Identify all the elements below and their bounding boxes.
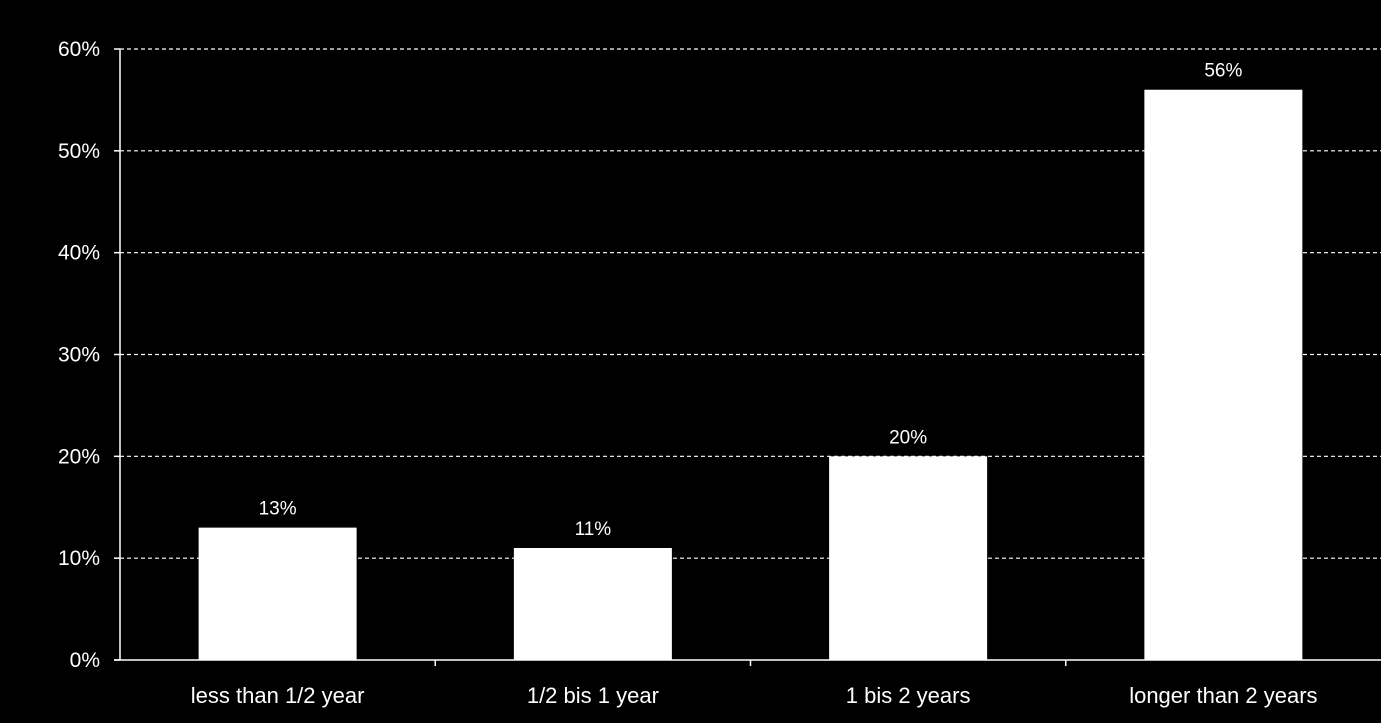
data-labels: 13% 11% 20% 56% (259, 61, 1243, 540)
y-tick-label: 10% (58, 547, 100, 570)
x-tick-label: longer than 2 years (1129, 683, 1317, 708)
x-tick-label: 1/2 bis 1 year (527, 683, 659, 708)
x-tick-label: less than 1/2 year (191, 683, 365, 708)
bar (513, 547, 672, 660)
bars (198, 89, 1303, 660)
y-tick-label: 60% (58, 38, 100, 61)
bar (198, 527, 357, 660)
y-tick-label: 0% (70, 649, 100, 672)
y-tick-labels: 0% 10% 20% 30% 40% 50% 60% (58, 38, 100, 672)
y-tick-label: 30% (58, 344, 100, 367)
axes (114, 48, 1381, 666)
y-tick-label: 20% (58, 445, 100, 468)
bar (1144, 89, 1303, 660)
y-tick-label: 50% (58, 140, 100, 163)
data-label: 11% (575, 519, 612, 540)
x-tick-labels: less than 1/2 year 1/2 bis 1 year 1 bis 2 … (191, 683, 1318, 708)
data-label: 20% (889, 427, 927, 448)
x-tick-label: 1 bis 2 years (846, 683, 971, 708)
data-label: 13% (259, 499, 297, 520)
bar (829, 456, 988, 660)
data-label: 56% (1204, 61, 1242, 82)
y-tick-label: 40% (58, 242, 100, 265)
